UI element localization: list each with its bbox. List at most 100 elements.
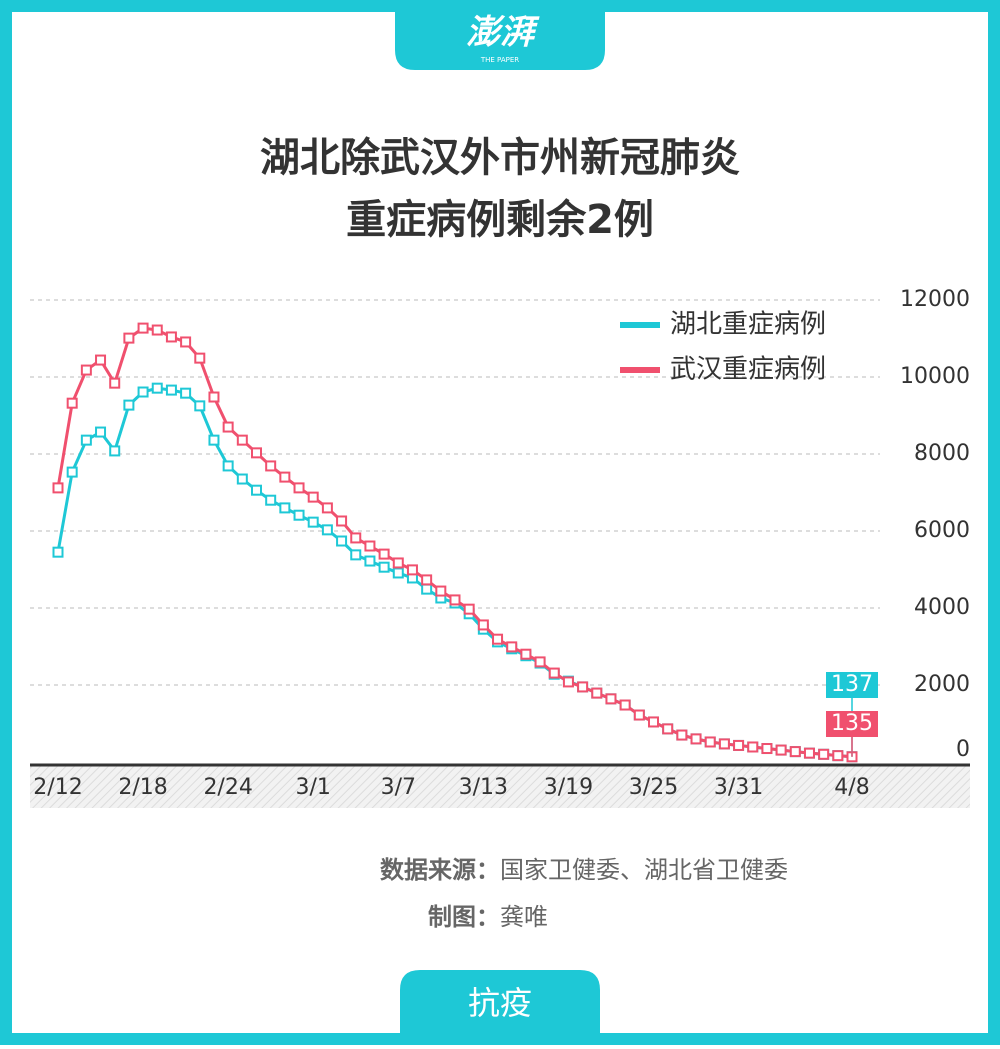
point	[548, 667, 560, 679]
point	[109, 445, 121, 457]
point	[378, 548, 390, 560]
point	[151, 324, 163, 336]
point	[350, 532, 362, 544]
point	[449, 594, 461, 606]
point	[321, 524, 333, 536]
x-tick-label: 3/31	[714, 775, 763, 800]
point	[648, 716, 659, 728]
point	[818, 748, 830, 760]
point	[577, 681, 589, 693]
y-tick-label: 12000	[900, 287, 970, 312]
x-tick-label: 3/1	[296, 775, 331, 800]
point	[137, 322, 149, 334]
x-tick-label: 2/12	[33, 775, 82, 800]
point	[619, 699, 631, 711]
point	[95, 426, 107, 438]
x-tick-label: 3/25	[629, 775, 678, 800]
logo: 澎湃	[466, 13, 540, 53]
point	[80, 364, 92, 376]
point	[421, 583, 433, 595]
plot: 0 2000 4000 6000 8000 10000 12000 2/12 2/18 2/24 3…	[30, 287, 970, 800]
value-label: 137	[831, 672, 873, 697]
point	[265, 460, 277, 472]
point	[236, 473, 248, 485]
point	[293, 509, 305, 521]
value-label-box	[826, 711, 878, 737]
point	[66, 466, 78, 478]
point	[633, 709, 645, 721]
y-tick-label: 10000	[900, 364, 970, 389]
y-tick-label: 6000	[914, 518, 970, 543]
point	[109, 377, 121, 389]
point	[52, 546, 64, 558]
y-tick-label: 4000	[914, 595, 970, 620]
point	[832, 750, 844, 762]
source: 国家卫健委、湖北省卫健委	[500, 856, 788, 884]
point	[477, 619, 489, 631]
point	[336, 515, 348, 527]
point	[307, 516, 319, 528]
point	[52, 482, 64, 494]
point	[165, 331, 177, 343]
point	[704, 736, 716, 748]
title: 重症病例剩余2例	[346, 197, 654, 243]
author-label: 制图：	[428, 903, 500, 931]
y-tick-label: 2000	[914, 672, 970, 697]
point	[605, 693, 617, 705]
point	[534, 656, 546, 668]
point	[336, 535, 348, 547]
point	[194, 400, 206, 412]
point	[591, 687, 603, 699]
point	[180, 336, 192, 348]
point	[520, 648, 532, 660]
point	[421, 574, 433, 586]
x-tick-label: 2/18	[118, 775, 167, 800]
point	[733, 739, 745, 751]
point	[492, 633, 504, 645]
point	[307, 491, 319, 503]
point	[775, 744, 787, 756]
point	[151, 382, 163, 394]
point	[208, 434, 220, 446]
point	[123, 332, 135, 344]
point	[123, 399, 135, 411]
value-label-box	[826, 672, 878, 698]
point	[222, 421, 234, 433]
x-tick-label: 3/7	[381, 775, 416, 800]
point	[378, 561, 390, 573]
point	[761, 743, 773, 755]
point	[718, 738, 730, 750]
tag-tab	[400, 970, 600, 1045]
point	[789, 746, 801, 758]
point	[279, 471, 291, 483]
point	[66, 397, 78, 409]
legend-label: 湖北重症病例	[670, 310, 826, 340]
tag: 抗疫	[468, 984, 532, 1022]
point	[137, 386, 149, 398]
x-tick-label: 4/8	[834, 775, 869, 800]
legend-label: 武汉重症病例	[670, 355, 826, 385]
point	[676, 729, 688, 741]
y-tick-label: 8000	[914, 441, 970, 466]
point	[165, 384, 177, 396]
point	[690, 733, 702, 745]
point	[236, 434, 248, 446]
point	[208, 391, 220, 403]
point	[364, 555, 376, 567]
x-tick-label: 3/13	[459, 775, 508, 800]
point	[662, 723, 674, 735]
point	[251, 484, 262, 496]
x-axis-band	[30, 766, 970, 808]
point	[251, 447, 262, 459]
point	[279, 502, 291, 514]
point	[506, 641, 518, 653]
point	[80, 434, 92, 446]
author: 龚唯	[500, 903, 548, 931]
point	[180, 387, 192, 399]
x-tick-label: 3/19	[544, 775, 593, 800]
point	[222, 460, 234, 472]
logo-tab	[395, 0, 605, 70]
logo-sub: THE PAPER	[480, 56, 519, 64]
point	[364, 540, 376, 552]
